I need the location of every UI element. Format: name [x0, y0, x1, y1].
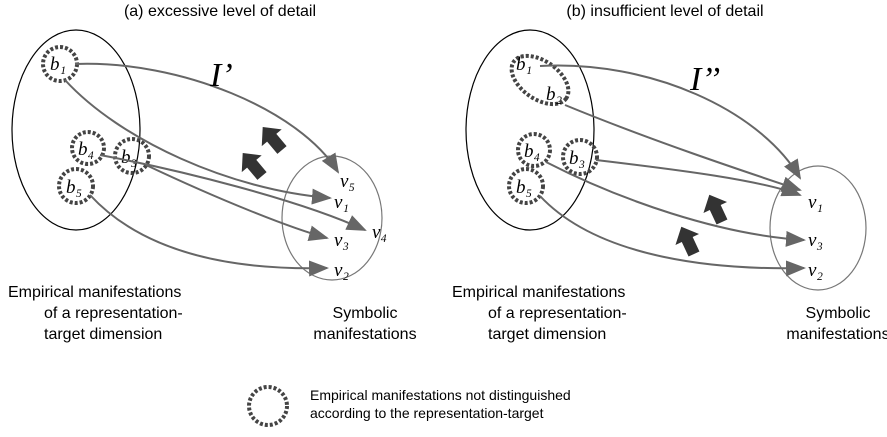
undistinguished — [516, 132, 552, 168]
mapping-arrow — [89, 194, 329, 277]
symbolic-label: v₂ — [334, 260, 349, 281]
symbolic-label: v₃ — [334, 230, 349, 251]
mapping-arrow — [545, 161, 806, 247]
undistinguished — [57, 167, 95, 205]
mapping-arrow — [539, 64, 802, 180]
mapping-arrow — [99, 154, 367, 231]
empirical-label: b₃ — [121, 147, 137, 168]
symbolic-set — [281, 155, 383, 281]
mapping-arrow — [74, 62, 340, 174]
caption: manifestations — [786, 326, 887, 343]
legend-symbol — [247, 385, 289, 427]
highlight-arrow — [675, 226, 700, 257]
empirical-label: b₄ — [524, 141, 540, 162]
mapping-arrow — [564, 104, 802, 192]
symbolic-label: v₃ — [808, 230, 823, 251]
caption: manifestations — [313, 326, 416, 343]
highlight-arrow — [703, 194, 728, 225]
panel-title: (b) insufficient level of detail — [566, 3, 763, 20]
empirical-label: b₄ — [78, 139, 94, 160]
empirical-label: b₃ — [569, 148, 585, 169]
empirical-label: b₅ — [66, 177, 82, 198]
mapping-label: I’ — [209, 57, 233, 94]
caption: of a representation- — [44, 305, 183, 322]
empirical-label: b₁ — [50, 54, 66, 75]
mapping-arrow — [539, 195, 806, 277]
caption: Empirical manifestations — [8, 284, 181, 301]
empirical-set — [11, 29, 141, 231]
empirical-label: b₅ — [516, 177, 532, 198]
legend-text: Empirical manifestations not distinguish… — [310, 387, 571, 403]
mapping-label: I’’ — [689, 61, 720, 98]
undistinguished — [70, 130, 106, 166]
caption: of a representation- — [488, 305, 627, 322]
empirical-label: b₁ — [516, 54, 532, 75]
caption: Empirical manifestations — [452, 284, 625, 301]
symbolic-label: v₁ — [808, 192, 823, 213]
highlight-arrow — [241, 153, 267, 180]
undistinguished — [509, 53, 571, 107]
symbolic-label: v₁ — [334, 192, 349, 213]
symbolic-label: v₅ — [340, 171, 355, 192]
highlight-arrow — [261, 127, 287, 154]
caption: Symbolic — [806, 305, 871, 322]
mapping-arrow — [595, 159, 802, 197]
mapping-arrow — [64, 79, 332, 205]
symbolic-label: v₂ — [808, 260, 823, 281]
undistinguished — [561, 138, 599, 176]
empirical-set — [465, 29, 595, 231]
mapping-arrow — [145, 164, 329, 242]
caption: target dimension — [44, 326, 162, 343]
undistinguished — [113, 137, 151, 175]
panel-title: (a) excessive level of detail — [124, 3, 316, 20]
undistinguished — [507, 167, 545, 205]
symbolic-set — [769, 165, 867, 291]
empirical-label: b₂ — [546, 84, 563, 105]
legend-text: according to the representation-target — [310, 405, 544, 421]
symbolic-label: v₄ — [372, 222, 387, 243]
caption: target dimension — [488, 326, 606, 343]
caption: Symbolic — [333, 305, 398, 322]
